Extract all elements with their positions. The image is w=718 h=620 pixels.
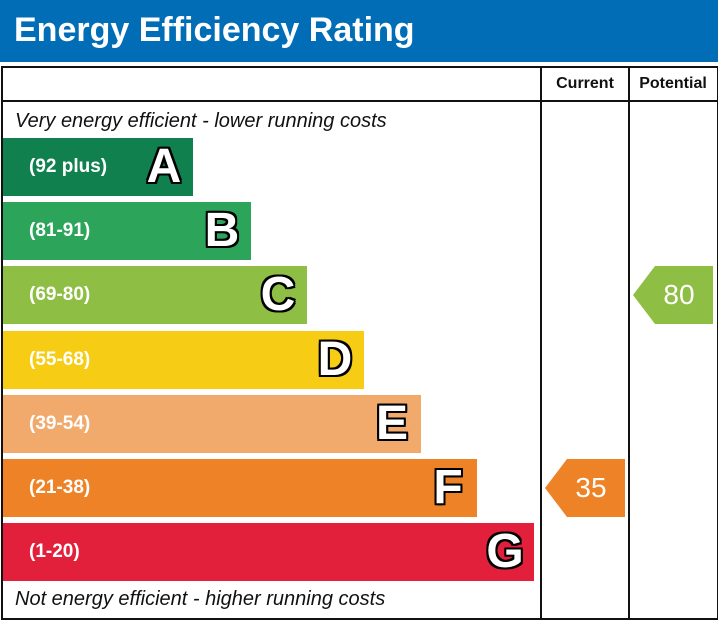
band-f: (21-38) F [3,459,477,517]
page-title: Energy Efficiency Rating [14,11,415,49]
band-letter: G [486,525,524,578]
band-letter: A [146,140,182,193]
band-c: (69-80) C [3,266,307,324]
current-arrow-shape [545,459,625,517]
band-e: (39-54) E [3,395,421,453]
band-d: (55-68) D [3,331,364,389]
inefficient-note: Not energy efficient - higher running co… [15,588,386,610]
band-range-label: (39-54) [29,413,91,434]
band-range-label: (55-68) [29,349,91,370]
band-letter: E [375,397,408,450]
potential-arrow-polygon [633,266,713,324]
band-range-label: (69-80) [29,284,91,305]
current-column-header: Current [556,75,614,92]
band-letter: F [433,461,463,514]
current-arrow-polygon [545,459,625,517]
potential-column-divider [628,66,630,618]
current-rating-arrow: 35 [545,459,625,517]
band-range-label: (81-91) [29,220,91,241]
band-range-label: (92 plus) [29,156,108,177]
band-range-label: (21-38) [29,477,91,498]
band-a: (92 plus) A [3,138,193,196]
band-letter: C [260,268,296,321]
header-divider [1,100,717,102]
band-g: (1-20) G [3,523,534,581]
band-letter: D [317,333,353,386]
efficient-note: Very energy efficient - lower running co… [15,110,387,132]
potential-column-header: Potential [639,75,707,92]
band-letter: B [204,204,240,257]
current-column-divider [540,66,542,618]
header-bar: Energy Efficiency Rating [0,0,718,62]
band-b: (81-91) B [3,202,251,260]
potential-arrow-shape [633,266,713,324]
band-range-label: (1-20) [29,541,80,562]
potential-rating-value: 80 [663,279,695,310]
potential-rating-arrow: 80 [633,266,713,324]
current-rating-value: 35 [575,472,607,503]
